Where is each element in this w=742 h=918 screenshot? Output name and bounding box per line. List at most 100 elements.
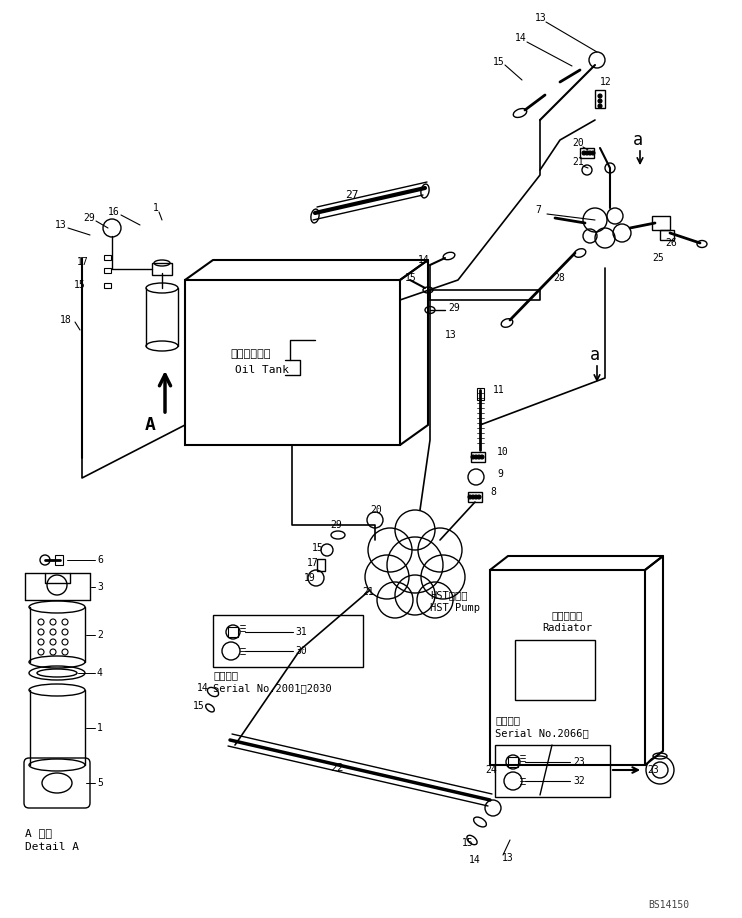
Text: 26: 26	[665, 238, 677, 248]
Bar	[104, 283, 111, 288]
Text: 2: 2	[97, 630, 103, 640]
Circle shape	[471, 495, 475, 499]
Bar	[495, 745, 610, 797]
Text: 19: 19	[304, 573, 316, 583]
Text: 3: 3	[97, 582, 103, 592]
Text: 18: 18	[60, 315, 72, 325]
Bar	[152, 263, 172, 275]
Text: 15: 15	[493, 57, 505, 67]
Text: 24: 24	[485, 765, 496, 775]
Text: Radiator: Radiator	[542, 623, 592, 633]
Text: 6: 6	[97, 555, 103, 565]
Circle shape	[598, 94, 602, 98]
Text: 17: 17	[307, 558, 319, 568]
Bar	[104, 268, 111, 273]
Text: A 詳細: A 詳細	[25, 828, 52, 838]
Text: 15: 15	[193, 701, 205, 711]
Text: 21: 21	[572, 157, 584, 167]
Text: 21: 21	[362, 587, 374, 597]
Text: 14: 14	[515, 33, 527, 43]
Text: 13: 13	[535, 13, 547, 23]
Bar	[317, 559, 325, 571]
Text: Oil Tank: Oil Tank	[235, 365, 289, 375]
Text: 7: 7	[535, 205, 541, 215]
Text: 20: 20	[572, 138, 584, 148]
Text: 22: 22	[330, 763, 344, 773]
Circle shape	[598, 104, 602, 108]
Circle shape	[585, 151, 589, 155]
Text: 30: 30	[295, 646, 306, 656]
Text: 13: 13	[445, 330, 457, 340]
Bar	[515, 640, 595, 700]
Text: Serial No.2066～: Serial No.2066～	[495, 728, 588, 738]
Text: 17: 17	[77, 257, 89, 267]
Text: 29: 29	[83, 213, 95, 223]
Text: 14: 14	[197, 683, 209, 693]
Text: 適用号機: 適用号機	[213, 670, 238, 680]
Text: 9: 9	[497, 469, 503, 479]
Text: 1: 1	[153, 203, 159, 213]
Text: ラジエータ: ラジエータ	[551, 610, 582, 620]
Text: 23: 23	[647, 765, 659, 775]
Bar	[185, 280, 400, 445]
Text: 29: 29	[330, 520, 342, 530]
Text: 14: 14	[418, 255, 430, 265]
Circle shape	[477, 495, 481, 499]
Text: 5: 5	[97, 778, 103, 788]
Text: A: A	[145, 416, 155, 434]
Text: HSTポンプ: HSTポンプ	[430, 590, 467, 600]
Circle shape	[582, 151, 586, 155]
Circle shape	[468, 495, 472, 499]
Text: 25: 25	[652, 253, 664, 263]
Text: a: a	[633, 131, 643, 149]
Circle shape	[591, 151, 595, 155]
Circle shape	[588, 151, 592, 155]
Circle shape	[474, 495, 478, 499]
Text: オイルタンク: オイルタンク	[230, 349, 271, 359]
Text: 13: 13	[502, 853, 513, 863]
Circle shape	[598, 99, 602, 103]
Bar	[660, 230, 674, 240]
Text: 15: 15	[312, 543, 324, 553]
Bar	[55, 555, 63, 565]
Circle shape	[474, 455, 478, 459]
Text: 10: 10	[497, 447, 509, 457]
Bar	[228, 627, 238, 637]
Circle shape	[480, 455, 484, 459]
Text: 15: 15	[462, 838, 473, 848]
Bar	[468, 492, 482, 502]
Text: 適用号機: 適用号機	[495, 715, 520, 725]
Text: HST Pump: HST Pump	[430, 603, 480, 613]
Bar	[471, 452, 485, 462]
Bar	[104, 255, 111, 260]
Text: 32: 32	[573, 776, 585, 786]
Text: 16: 16	[108, 207, 119, 217]
Text: 14: 14	[469, 855, 481, 865]
Bar	[213, 615, 363, 667]
Bar	[477, 388, 484, 400]
Text: 28: 28	[553, 273, 565, 283]
Text: 31: 31	[295, 627, 306, 637]
Bar	[652, 216, 670, 230]
Text: 23: 23	[573, 757, 585, 767]
Text: 4: 4	[97, 668, 103, 678]
Text: 15: 15	[405, 273, 417, 283]
Text: 1: 1	[97, 723, 103, 733]
Text: 8: 8	[490, 487, 496, 497]
Text: 20: 20	[370, 505, 381, 515]
Text: 15: 15	[74, 280, 86, 290]
Circle shape	[477, 455, 481, 459]
Text: 13: 13	[55, 220, 67, 230]
Text: BS14150: BS14150	[648, 900, 689, 910]
Text: 29: 29	[448, 303, 460, 313]
Bar	[508, 757, 518, 767]
Bar	[580, 148, 594, 158]
Text: 11: 11	[493, 385, 505, 395]
Text: Serial No.2001～2030: Serial No.2001～2030	[213, 683, 332, 693]
Text: Detail A: Detail A	[25, 842, 79, 852]
Bar	[595, 90, 605, 108]
Bar	[490, 570, 645, 765]
Text: a: a	[590, 346, 600, 364]
Text: 27: 27	[345, 190, 358, 200]
Circle shape	[471, 455, 475, 459]
